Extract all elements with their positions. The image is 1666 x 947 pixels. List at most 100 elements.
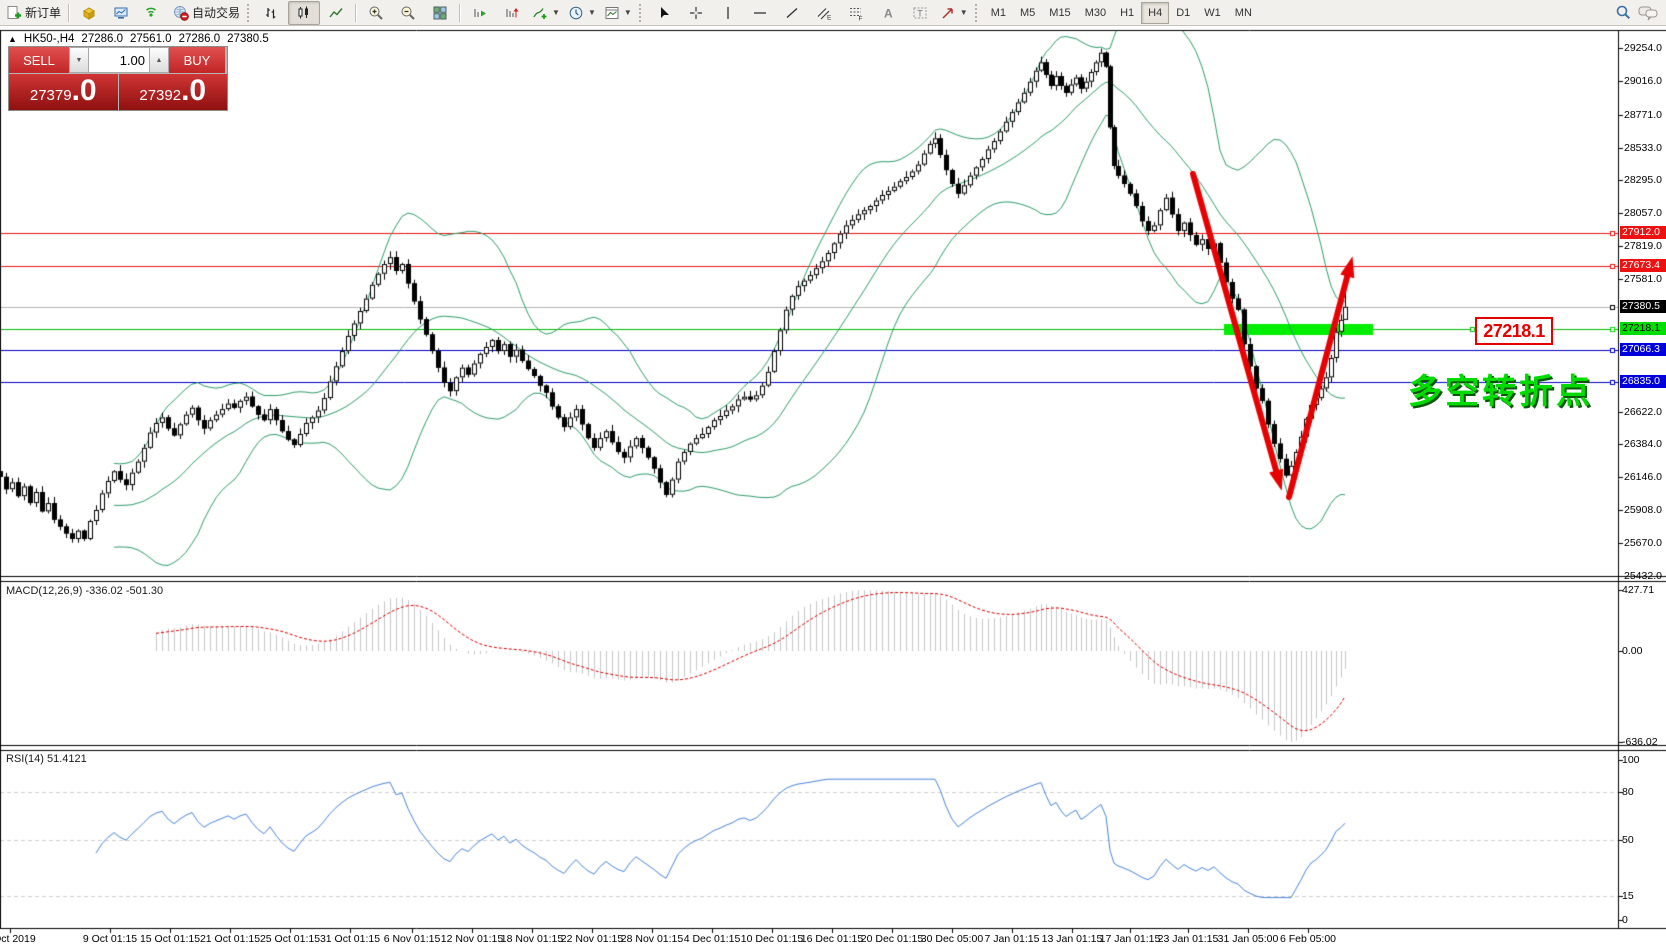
macd-axis-label: -636.02 xyxy=(1622,736,1658,748)
candle-chart-button[interactable] xyxy=(288,0,321,25)
timeframe-h4-button[interactable]: H4 xyxy=(1141,1,1170,24)
horizontal-line-tool-button[interactable] xyxy=(744,1,776,25)
new-order-button[interactable]: 新订单 xyxy=(2,1,65,25)
zoom-in-button[interactable] xyxy=(360,1,392,25)
chart-info-line: ▲ HK50-,H4 27286.0 27561.0 27286.0 27380… xyxy=(8,33,269,45)
svg-text:E: E xyxy=(827,14,832,21)
autotrading-icon xyxy=(173,5,189,21)
buy-button[interactable]: BUY xyxy=(169,47,225,73)
rsi-axis-label: 100 xyxy=(1622,754,1640,766)
line-chart-button[interactable] xyxy=(320,1,352,25)
new-order-icon xyxy=(6,5,22,21)
fibonacci-tool-button[interactable]: F xyxy=(840,1,872,25)
price-line-label: 27673.4 xyxy=(1620,259,1666,272)
price-tick-label: 28295.0 xyxy=(1624,174,1662,186)
zoom-in-icon xyxy=(368,5,384,21)
box-icon xyxy=(81,5,97,21)
timeframe-w1-button[interactable]: W1 xyxy=(1204,6,1221,19)
auto-scroll-icon xyxy=(472,5,488,21)
price-tick-label: 26622.0 xyxy=(1624,406,1662,418)
arrows-tool-button[interactable]: ▼ xyxy=(936,1,972,25)
sell-button[interactable]: SELL xyxy=(9,47,69,73)
autotrading-label: 自动交易 xyxy=(192,6,241,20)
trendline-tool-button[interactable] xyxy=(776,1,808,25)
time-tick-label: 4 Dec 01:15 xyxy=(683,933,741,945)
label-tool-button[interactable]: T xyxy=(904,1,936,25)
price-tick-label: 27581.0 xyxy=(1624,273,1662,285)
ohlc-low: 27286.0 xyxy=(178,33,221,45)
buy-price-button[interactable]: 27392 .0 xyxy=(118,74,227,110)
arrow-objects-icon xyxy=(940,5,956,21)
one-click-trading-panel: SELL ▼ ▲ BUY 27379 .0 27392 .0 xyxy=(8,46,228,111)
cursor-tool-button[interactable] xyxy=(648,1,680,25)
volume-increase-button[interactable]: ▲ xyxy=(149,47,169,73)
time-tick-label: 31 Oct 01:15 xyxy=(319,933,381,945)
channel-tool-button[interactable]: E xyxy=(808,1,840,25)
price-tick-label: 26146.0 xyxy=(1624,471,1662,483)
price-line-label: 27218.1 xyxy=(1620,322,1666,335)
timeframe-mn-button[interactable]: MN xyxy=(1234,6,1252,19)
sell-price-big: .0 xyxy=(71,74,97,107)
zoom-out-icon xyxy=(400,5,416,21)
zoom-out-button[interactable] xyxy=(392,1,424,25)
timeframe-d1-button[interactable]: D1 xyxy=(1176,6,1191,19)
dropdown-caret-icon: ▼ xyxy=(552,8,560,17)
signals-button[interactable] xyxy=(137,1,169,25)
timeframe-m15-button[interactable]: M15 xyxy=(1049,6,1071,19)
price-tick-label: 28771.0 xyxy=(1624,109,1662,121)
trendline-icon xyxy=(784,5,800,21)
auto-scroll-button[interactable] xyxy=(464,1,496,25)
macd-axis-label: 0.00 xyxy=(1622,645,1643,657)
main-toolbar: 新订单 自动交易 ▼ ▼ ▼ E F A T ▼ M xyxy=(0,0,1666,26)
time-tick-label: 31 Jan 05:00 xyxy=(1217,933,1279,945)
search-icon[interactable] xyxy=(1615,4,1632,21)
vertical-line-tool-button[interactable] xyxy=(712,1,744,25)
price-callout-box[interactable]: 27218.1 xyxy=(1475,317,1553,345)
time-tick-label: 6 Nov 01:15 xyxy=(383,933,441,945)
time-tick-label: 16 Dec 01:15 xyxy=(800,933,864,945)
collapse-triangle-icon[interactable]: ▲ xyxy=(8,34,17,44)
time-tick-label: 25 Oct 01:15 xyxy=(259,933,321,945)
time-tick-label: 20 Dec 01:15 xyxy=(860,933,924,945)
price-tick-label: 29016.0 xyxy=(1624,75,1662,87)
time-tick-label: 30 Dec 05:00 xyxy=(920,933,984,945)
crosshair-tool-button[interactable] xyxy=(680,1,712,25)
symbol-period-label: HK50-,H4 xyxy=(23,33,75,45)
crosshair-icon xyxy=(688,5,704,21)
price-tick-label: 27819.0 xyxy=(1624,240,1662,252)
time-tick-label: 28 Nov 01:15 xyxy=(620,933,684,945)
autotrading-button[interactable]: 自动交易 xyxy=(169,1,244,25)
signal-icon xyxy=(145,5,161,21)
dropdown-caret-icon: ▼ xyxy=(959,8,968,17)
price-line-label: 27066.3 xyxy=(1620,343,1666,356)
sell-price-button[interactable]: 27379 .0 xyxy=(9,74,118,110)
indicators-button[interactable]: ▼ xyxy=(528,1,564,25)
time-tick-label: 21 Oct 01:15 xyxy=(199,933,261,945)
chart-shift-button[interactable] xyxy=(496,1,528,25)
indicators-icon xyxy=(532,5,548,21)
bar-chart-button[interactable] xyxy=(256,1,288,25)
text-tool-button[interactable]: A xyxy=(872,1,904,25)
tile-windows-button[interactable] xyxy=(424,1,456,25)
terminal-window-button[interactable] xyxy=(105,1,137,25)
price-tick-label: 25908.0 xyxy=(1624,504,1662,516)
price-tick-label: 25670.0 xyxy=(1624,537,1662,549)
timeframe-m5-button[interactable]: M5 xyxy=(1020,6,1036,19)
timeframe-m30-button[interactable]: M30 xyxy=(1084,6,1107,19)
volume-input[interactable] xyxy=(89,48,149,72)
price-line-label: 27912.0 xyxy=(1620,226,1666,239)
timeframe-m1-button[interactable]: M1 xyxy=(990,6,1006,19)
fibonacci-icon: F xyxy=(848,5,864,21)
timeframe-h1-button[interactable]: H1 xyxy=(1120,6,1135,19)
time-tick-label: 18 Nov 01:15 xyxy=(500,933,564,945)
volume-decrease-button[interactable]: ▼ xyxy=(69,47,89,73)
chinese-annotation-text: 多空转折点 xyxy=(1408,373,1593,411)
periods-button[interactable]: ▼ xyxy=(564,1,600,25)
tile-windows-icon xyxy=(432,5,448,21)
templates-button[interactable]: ▼ xyxy=(600,1,636,25)
chart-shift-icon xyxy=(504,5,520,21)
market-button[interactable] xyxy=(73,1,105,25)
chat-icon[interactable] xyxy=(1638,4,1658,21)
time-tick-label: 7 Jan 01:15 xyxy=(984,933,1040,945)
